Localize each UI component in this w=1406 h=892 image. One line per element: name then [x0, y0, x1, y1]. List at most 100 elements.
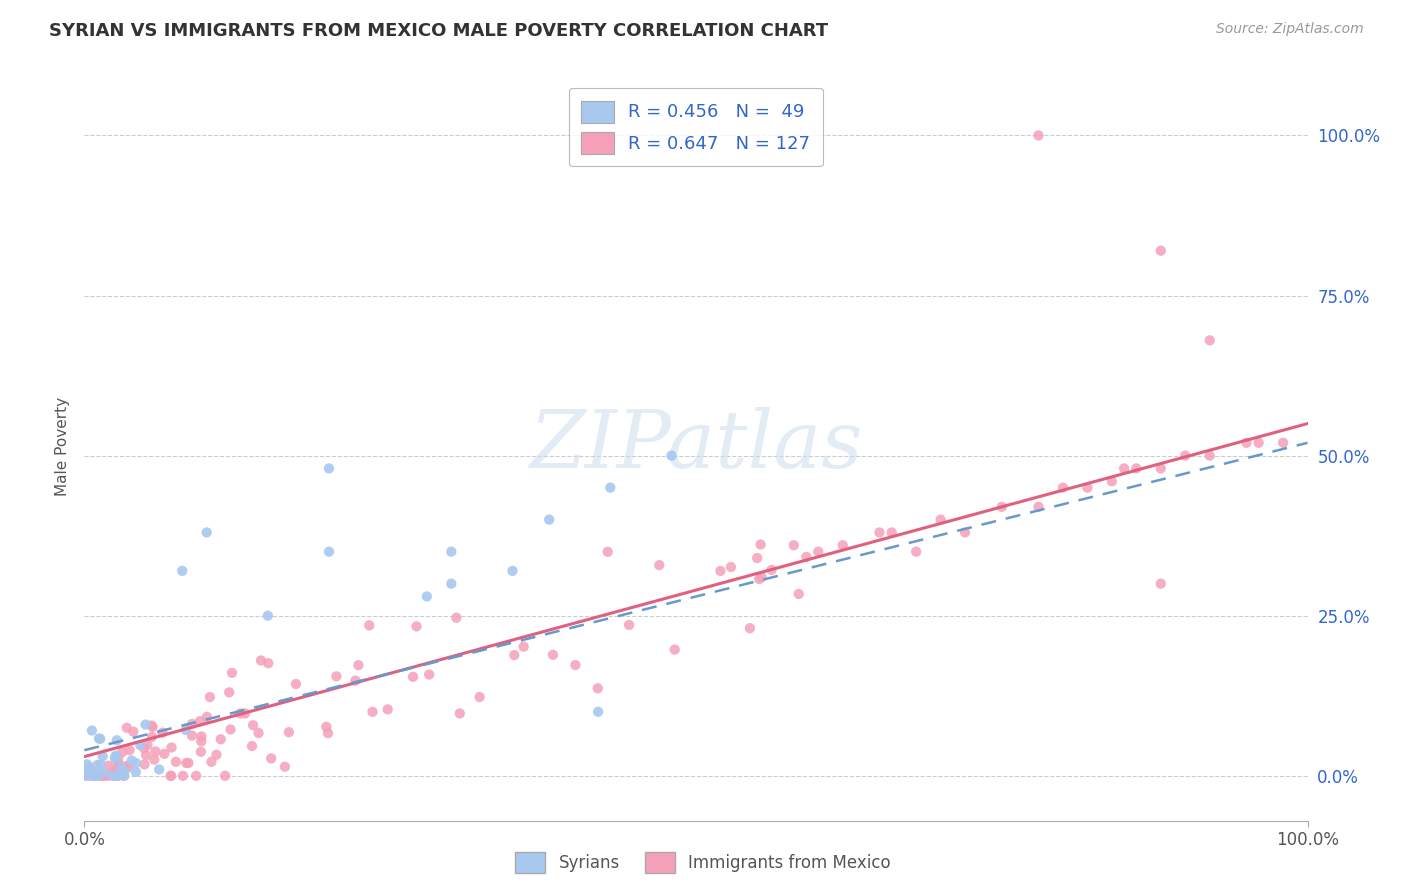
Point — [1052, 481, 1074, 495]
Point — [90, 757, 112, 772]
Point — [93, 765, 115, 780]
Point — [221, 665, 243, 680]
Point — [446, 611, 468, 625]
Point — [110, 761, 132, 775]
Point — [112, 769, 135, 783]
Point — [75, 763, 97, 777]
Point — [1114, 461, 1136, 475]
Point — [172, 564, 194, 578]
Point — [664, 642, 686, 657]
Point — [315, 720, 337, 734]
Point — [250, 653, 273, 667]
Point — [402, 670, 425, 684]
Point — [83, 769, 105, 783]
Point — [160, 740, 183, 755]
Point — [104, 769, 127, 783]
Point — [512, 640, 534, 654]
Point — [831, 538, 853, 552]
Point — [418, 667, 440, 681]
Point — [720, 560, 742, 574]
Point — [257, 608, 280, 623]
Point — [218, 685, 240, 699]
Point — [77, 769, 100, 783]
Point — [229, 706, 252, 721]
Point — [160, 769, 183, 783]
Point — [80, 723, 103, 738]
Point — [440, 576, 463, 591]
Point — [1247, 435, 1270, 450]
Point — [599, 481, 621, 495]
Point — [200, 755, 222, 769]
Legend: Syrians, Immigrants from Mexico: Syrians, Immigrants from Mexico — [509, 846, 897, 880]
Point — [136, 738, 159, 752]
Point — [318, 461, 340, 475]
Point — [143, 753, 166, 767]
Point — [121, 753, 143, 767]
Point — [738, 621, 761, 635]
Point — [361, 705, 384, 719]
Point — [145, 744, 167, 758]
Point — [181, 717, 204, 731]
Point — [97, 769, 120, 783]
Point — [89, 731, 111, 746]
Point — [233, 706, 256, 721]
Point — [190, 730, 212, 744]
Point — [190, 734, 212, 748]
Point — [344, 673, 367, 688]
Point — [87, 766, 110, 780]
Legend: R = 0.456   N =  49, R = 0.647   N = 127: R = 0.456 N = 49, R = 0.647 N = 127 — [569, 88, 823, 166]
Point — [274, 760, 297, 774]
Point — [214, 769, 236, 783]
Point — [177, 756, 200, 770]
Point — [247, 726, 270, 740]
Point — [107, 751, 129, 765]
Point — [111, 745, 134, 759]
Point — [260, 751, 283, 765]
Point — [1198, 449, 1220, 463]
Point — [103, 769, 125, 783]
Point — [174, 756, 197, 770]
Point — [105, 733, 128, 747]
Point — [502, 564, 524, 578]
Point — [190, 745, 212, 759]
Point — [661, 449, 683, 463]
Point — [1174, 449, 1197, 463]
Point — [129, 738, 152, 752]
Point — [91, 769, 114, 783]
Point — [359, 618, 381, 632]
Point — [748, 572, 770, 586]
Point — [82, 769, 104, 783]
Point — [541, 648, 564, 662]
Point — [416, 590, 439, 604]
Point — [91, 749, 114, 764]
Point — [118, 760, 141, 774]
Text: SYRIAN VS IMMIGRANTS FROM MEXICO MALE POVERTY CORRELATION CHART: SYRIAN VS IMMIGRANTS FROM MEXICO MALE PO… — [49, 22, 828, 40]
Point — [107, 760, 129, 774]
Point — [104, 748, 127, 763]
Point — [405, 619, 427, 633]
Point — [880, 525, 903, 540]
Point — [953, 525, 976, 540]
Point — [586, 705, 609, 719]
Point — [209, 732, 232, 747]
Point — [125, 764, 148, 779]
Point — [141, 730, 163, 744]
Point — [1028, 128, 1050, 143]
Point — [153, 747, 176, 761]
Point — [76, 757, 98, 772]
Point — [1150, 576, 1173, 591]
Point — [538, 513, 561, 527]
Point — [84, 765, 107, 780]
Point — [449, 706, 471, 721]
Point — [134, 757, 156, 772]
Point — [76, 766, 98, 780]
Point — [107, 769, 129, 783]
Point — [1125, 461, 1147, 475]
Point — [122, 724, 145, 739]
Point — [174, 723, 197, 737]
Point — [586, 681, 609, 696]
Point — [79, 764, 101, 779]
Point — [135, 717, 157, 731]
Point — [152, 725, 174, 739]
Point — [1150, 244, 1173, 258]
